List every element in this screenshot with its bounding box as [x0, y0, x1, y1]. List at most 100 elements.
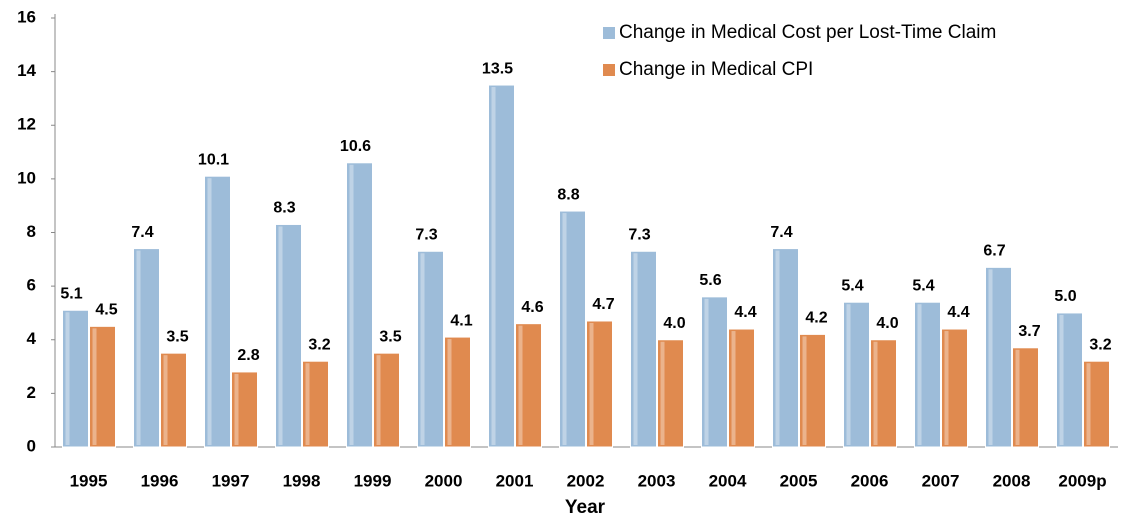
- y-tick-label: 2: [27, 383, 36, 402]
- bar: [630, 250, 657, 448]
- bar-highlight: [163, 355, 168, 445]
- bar: [559, 210, 586, 448]
- x-tick-label: 2002: [567, 471, 605, 490]
- bar-highlight: [518, 325, 523, 445]
- bar-highlight: [305, 363, 310, 445]
- data-label: 7.3: [628, 226, 650, 243]
- y-tick-label: 6: [27, 276, 36, 295]
- bar: [204, 175, 231, 448]
- y-tick-label: 10: [17, 168, 36, 187]
- bar: [1012, 347, 1039, 448]
- data-label: 3.2: [308, 336, 330, 353]
- bar-highlight: [917, 304, 922, 445]
- data-label: 4.0: [663, 315, 685, 332]
- bar-highlight: [660, 341, 665, 445]
- data-label: 4.4: [734, 304, 756, 321]
- y-tick-label: 8: [27, 222, 36, 241]
- data-label: 5.4: [912, 277, 934, 294]
- bar: [586, 320, 613, 448]
- bar: [373, 352, 400, 448]
- bar: [728, 328, 755, 448]
- bar: [231, 371, 258, 448]
- bar-highlight: [846, 304, 851, 445]
- bar: [941, 328, 968, 448]
- bar: [62, 309, 89, 448]
- bar-highlight: [562, 213, 567, 445]
- bar-highlight: [988, 269, 993, 445]
- bar-highlight: [491, 87, 496, 445]
- data-label: 10.6: [340, 138, 371, 155]
- data-label: 4.4: [947, 304, 969, 321]
- data-label: 4.2: [805, 310, 827, 327]
- bar: [417, 250, 444, 448]
- x-tick-label: 2004: [709, 471, 747, 490]
- bar: [657, 339, 684, 448]
- data-label: 2.8: [237, 347, 259, 364]
- bar: [843, 301, 870, 448]
- bar: [701, 296, 728, 448]
- data-label: 5.0: [1054, 288, 1076, 305]
- x-tick-label: 2001: [496, 471, 534, 490]
- bar-highlight: [65, 312, 70, 445]
- bar-highlight: [873, 341, 878, 445]
- y-tick-label: 12: [17, 115, 36, 134]
- bar-highlight: [802, 336, 807, 445]
- bar-highlight: [1059, 314, 1064, 445]
- x-tick-label: 2009p: [1058, 471, 1106, 490]
- data-label: 10.1: [198, 151, 229, 168]
- data-label: 4.0: [876, 315, 898, 332]
- data-label: 3.7: [1018, 323, 1040, 340]
- bar-highlight: [731, 331, 736, 445]
- bar-highlight: [207, 178, 212, 445]
- bar-highlight: [234, 373, 239, 445]
- x-tick-label: 1995: [70, 471, 108, 490]
- bar: [302, 360, 329, 448]
- bar: [89, 325, 116, 448]
- y-tick-label: 4: [27, 329, 37, 348]
- legend-swatch: [603, 64, 615, 76]
- data-label: 13.5: [482, 60, 513, 77]
- bar: [914, 301, 941, 448]
- x-tick-label: 2000: [425, 471, 463, 490]
- bar: [1083, 360, 1110, 448]
- bar-highlight: [775, 250, 780, 445]
- x-tick-label: 1996: [141, 471, 179, 490]
- bar: [515, 323, 542, 448]
- data-label: 7.3: [415, 226, 437, 243]
- data-label: 7.4: [770, 224, 792, 241]
- bar-highlight: [447, 339, 452, 445]
- data-label: 3.2: [1089, 336, 1111, 353]
- bar-highlight: [944, 331, 949, 445]
- data-label: 3.5: [166, 328, 188, 345]
- bar: [985, 266, 1012, 448]
- data-label: 3.5: [379, 328, 401, 345]
- data-label: 5.4: [841, 277, 863, 294]
- data-label: 4.5: [95, 302, 117, 319]
- bar: [799, 333, 826, 448]
- bar: [870, 339, 897, 448]
- data-label: 8.8: [557, 186, 579, 203]
- x-tick-label: 2003: [638, 471, 676, 490]
- bar-highlight: [136, 250, 141, 445]
- x-axis-title: Year: [565, 497, 606, 518]
- bar-highlight: [278, 226, 283, 445]
- legend-label: Change in Medical CPI: [619, 59, 813, 80]
- bar-highlight: [92, 328, 97, 445]
- bar: [133, 248, 160, 448]
- bar-highlight: [349, 164, 354, 445]
- data-label: 6.7: [983, 243, 1005, 260]
- x-tick-label: 1997: [212, 471, 250, 490]
- x-tick-label: 1999: [354, 471, 392, 490]
- y-tick-label: 14: [17, 61, 36, 80]
- bar-highlight: [1015, 349, 1020, 445]
- bar-highlight: [420, 253, 425, 445]
- bar: [346, 162, 373, 448]
- x-tick-label: 2007: [922, 471, 960, 490]
- y-tick-label: 0: [27, 436, 36, 455]
- legend-swatch: [603, 27, 615, 39]
- bar-highlight: [633, 253, 638, 445]
- x-tick-label: 2006: [851, 471, 889, 490]
- x-tick-label: 2008: [993, 471, 1031, 490]
- bar: [275, 223, 302, 448]
